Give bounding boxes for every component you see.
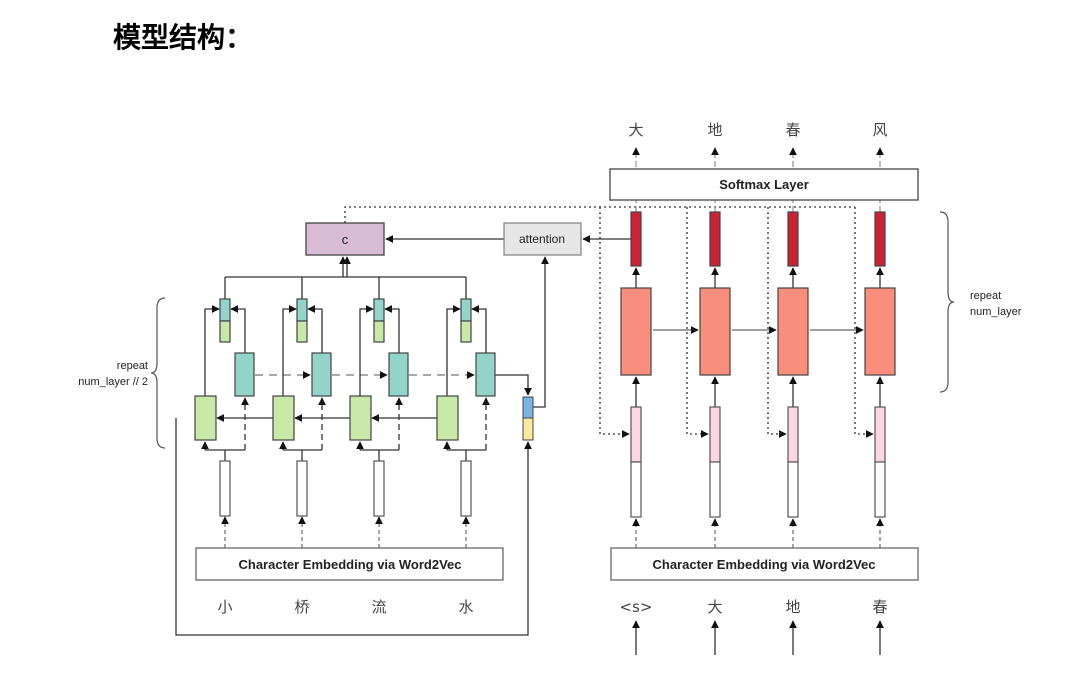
decoder-lstm-cell [777, 287, 809, 376]
backward-to-state-arrow [495, 374, 532, 396]
backward-to-concat-arrow [307, 305, 323, 353]
concat-forward-part [296, 320, 308, 343]
decoder-output-vector [709, 211, 721, 267]
context-to-decoder-dotted [686, 207, 709, 438]
encoder-input-char: 水 [458, 598, 473, 616]
forward-to-concat-arrow [204, 305, 220, 396]
decoder-input-vector [709, 461, 721, 518]
decoder-input-vector [630, 461, 642, 518]
encoder-input-char: 桥 [294, 598, 309, 616]
encoder-input-char: 流 [371, 598, 386, 616]
input-split-line [360, 449, 399, 461]
decoder-output-vector [874, 211, 886, 267]
encoder-input-char: 小 [217, 598, 232, 616]
decoder-context-part [787, 406, 799, 463]
decoder-repeat-brace [939, 211, 955, 393]
forward-lstm-cell [436, 395, 459, 441]
encoder-input-vector [219, 460, 231, 517]
concat-backward-part [373, 298, 385, 322]
forward-lstm-cell [349, 395, 372, 441]
forward-to-concat-arrow [359, 305, 374, 396]
encoder-input-vector [373, 460, 385, 517]
encoder-input-vector [296, 460, 308, 517]
attention-label: attention [519, 232, 565, 246]
context-to-decoder-dotted [599, 207, 630, 438]
state-to-attention-arrow [533, 256, 549, 408]
concat-forward-part [373, 320, 385, 343]
state-yellow-box [522, 417, 534, 441]
decoder-input-char: <s> [620, 598, 653, 616]
encoder-embedding-label: Character Embedding via Word2Vec [239, 557, 462, 572]
output-char: 大 [628, 121, 643, 139]
backward-lstm-cell [234, 352, 255, 397]
context-box [305, 222, 385, 256]
decoder-repeat-label-2: num_layer [970, 306, 1022, 318]
concat-forward-part [219, 320, 231, 343]
backward-to-concat-arrow [384, 305, 400, 353]
decoder-input-vector [787, 461, 799, 518]
decoder-embedding-box [610, 547, 919, 581]
backward-to-concat-arrow [230, 305, 246, 353]
encoder-embedding-box [195, 547, 504, 581]
decoder-input-char: 春 [872, 598, 887, 616]
softmax-layer-box [609, 168, 919, 201]
decoder-context-part [630, 406, 642, 463]
output-char: 风 [872, 121, 887, 139]
decoder-lstm-cell [620, 287, 652, 376]
output-char: 地 [707, 121, 722, 139]
decoder-context-part [709, 406, 721, 463]
decoder-input-char: 大 [707, 598, 722, 616]
encoder-input-vector [460, 460, 472, 517]
concat-forward-part [460, 320, 472, 343]
attention-box [503, 222, 582, 256]
decoder-output-vector [787, 211, 799, 267]
encoder-repeat-brace [150, 297, 166, 449]
decoder-repeat-label-1: repeat [970, 290, 1001, 302]
decoder-context-part [874, 406, 886, 463]
encoder-repeat-label-2: num_layer // 2 [78, 376, 148, 388]
concat-backward-part [219, 298, 231, 322]
input-split-line [205, 449, 245, 461]
page-title: 模型结构： [113, 21, 254, 54]
backward-lstm-cell [388, 352, 409, 397]
concat-backward-part [296, 298, 308, 322]
decoder-embedding-label: Character Embedding via Word2Vec [653, 557, 876, 572]
decoder-output-vector [630, 211, 642, 267]
decoder-context-dotted [344, 206, 855, 223]
input-split-line [283, 449, 322, 461]
concat-backward-part [460, 298, 472, 322]
forward-lstm-cell [272, 395, 295, 441]
state-blue-box [522, 396, 534, 419]
encoder-loop-line [175, 418, 532, 636]
context-to-decoder-dotted [854, 207, 874, 438]
decoder-input-vector [874, 461, 886, 518]
decoder-input-char: 地 [785, 598, 800, 616]
softmax-layer-label: Softmax Layer [719, 177, 809, 192]
backward-lstm-cell [475, 352, 496, 397]
output-char: 春 [785, 121, 800, 139]
decoder-lstm-cell [864, 287, 896, 376]
backward-to-concat-arrow [471, 305, 487, 353]
forward-to-concat-arrow [446, 305, 461, 396]
forward-lstm-cell [194, 395, 217, 441]
context-to-decoder-dotted [767, 207, 787, 438]
forward-to-concat-arrow [282, 305, 297, 396]
decoder-lstm-cell [699, 287, 731, 376]
encoder-repeat-label-1: repeat [117, 360, 148, 372]
input-split-line [447, 449, 486, 461]
backward-lstm-cell [311, 352, 332, 397]
context-label: c [342, 232, 349, 247]
